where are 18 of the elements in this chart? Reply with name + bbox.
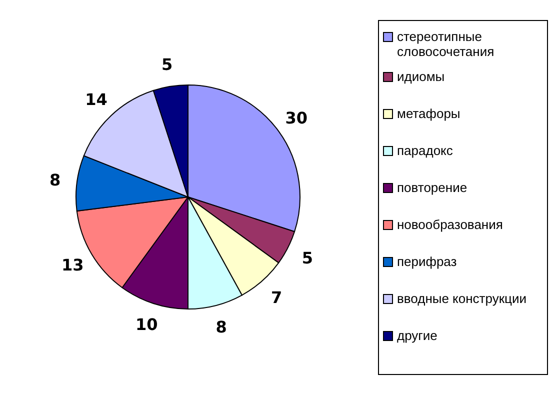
data-label: 13 [62,256,84,275]
data-label: 10 [135,314,158,334]
data-label: 14 [85,90,108,109]
legend-label: идиомы [397,69,445,84]
data-label: 5 [161,55,173,74]
legend-label: стереотипные словосочетания [397,29,496,59]
legend-label: перифраз [397,254,457,269]
data-label: 8 [216,317,227,336]
legend-label: другие [397,328,438,343]
legend-label: метафоры [397,106,460,121]
legend-label: парадокс [397,143,453,158]
data-label: 30 [285,108,308,128]
data-label: 8 [49,170,61,190]
legend-label: вводные конструкции [397,291,526,306]
data-label: 7 [271,288,282,308]
legend-label: повторение [397,180,468,195]
data-label: 5 [302,248,313,268]
legend-label: новообразования [397,217,503,232]
